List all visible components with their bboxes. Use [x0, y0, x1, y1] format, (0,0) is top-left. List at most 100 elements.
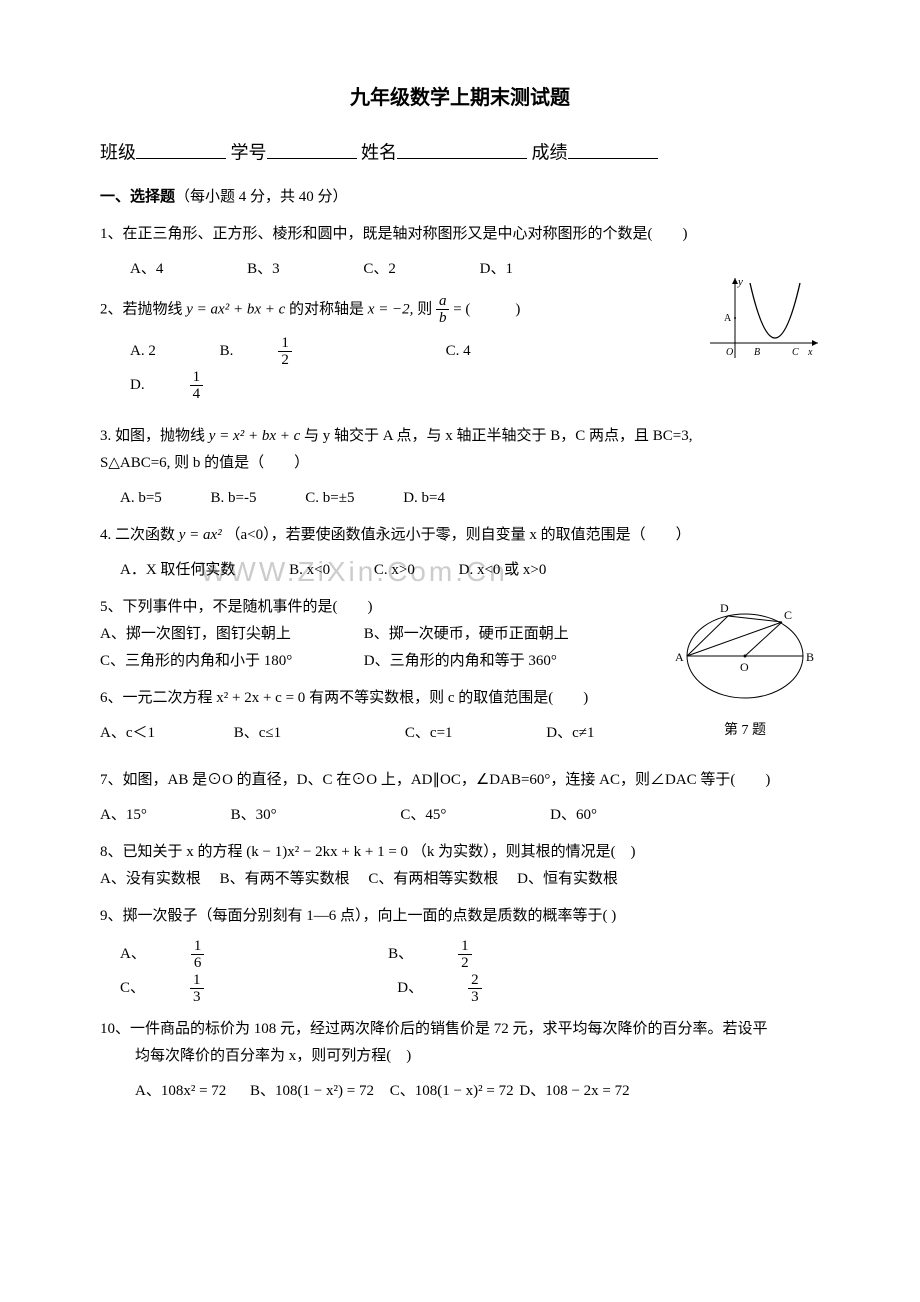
- score-blank[interactable]: [568, 136, 658, 159]
- q3-opt-a: A. b=5: [120, 485, 162, 512]
- q5-text: 5、下列事件中，不是随机事件的是( ): [100, 594, 820, 621]
- q8-post: （k 为实数），则其根的情况是( ): [412, 844, 636, 860]
- q9-c-num: 1: [190, 972, 204, 990]
- q2-end: ( ): [465, 301, 520, 317]
- q9-opt-a: A、 16: [120, 938, 294, 972]
- q9-b-num: 1: [458, 938, 472, 956]
- q6-opt-c: C、c=1: [405, 720, 453, 747]
- q5-row2: C、三角形的内角和小于 180° D、三角形的内角和等于 360°: [100, 648, 820, 675]
- q2-d-pre: D.: [130, 372, 145, 399]
- section-heading: 一、选择题: [100, 189, 175, 205]
- q6-options: A、c＜1 B、c≤1 C、c=1 D、c≠1: [100, 720, 820, 747]
- q3-line2: S△ABC=6, 则 b 的值是（ ）: [100, 450, 820, 477]
- q8-opt-a: A、没有实数根: [100, 871, 201, 887]
- q10-line2: 均每次降价的百分率为 x，则可列方程( ): [135, 1043, 820, 1070]
- q9-c-pre: C、: [120, 975, 145, 1002]
- q8-formula: (k − 1)x² − 2kx + k + 1 = 0: [246, 844, 408, 860]
- question-5: 5、下列事件中，不是随机事件的是( ) A、掷一次图钉，图钉尖朝上 B、掷一次硬…: [100, 594, 820, 675]
- q1-opt-d: D、1: [480, 256, 513, 283]
- q9-a-pre: A、: [120, 941, 146, 968]
- q2-d-den: 4: [190, 386, 204, 403]
- q6-formula: x² + 2x + c = 0: [216, 690, 305, 706]
- q9-b-den: 2: [458, 955, 472, 972]
- q6-opt-a: A、c＜1: [100, 720, 155, 747]
- header-fields: 班级 学号 姓名 成绩: [100, 136, 820, 169]
- q9-opt-b: B、 12: [388, 938, 562, 972]
- q7-opt-a: A、15°: [100, 802, 147, 829]
- q10-opt-c: C、108(1 − x)² = 72: [390, 1083, 514, 1099]
- q1-text: 1、在正三角形、正方形、棱形和圆中，既是轴对称图形又是中心对称图形的个数是( ): [100, 221, 820, 248]
- q10-opt-b: B、108(1 − x²) = 72: [250, 1083, 374, 1099]
- question-10: 10、一件商品的标价为 108 元，经过两次降价后的销售价是 72 元，求平均每…: [100, 1016, 820, 1105]
- q6-opt-b: B、c≤1: [234, 720, 281, 747]
- q6-post: 有两不等实数根，则 c 的取值范围是( ): [309, 690, 588, 706]
- q9-a-num: 1: [191, 938, 205, 956]
- name-label: 姓名: [361, 143, 397, 163]
- question-9: 9、掷一次骰子（每面分别刻有 1—6 点），向上一面的点数是质数的概率等于( )…: [100, 903, 820, 1006]
- id-blank[interactable]: [267, 136, 357, 159]
- q4-opt-b: B. x<0: [289, 557, 330, 584]
- q9-d-pre: D、: [397, 975, 423, 1002]
- q5-opt-c: C、三角形的内角和小于 180°: [100, 648, 360, 675]
- q9-d-den: 3: [468, 989, 482, 1006]
- q3-formula: y = x² + bx + c: [209, 428, 301, 444]
- q2-prefix: 2、若抛物线: [100, 301, 186, 317]
- q2-formula2: x = −2,: [368, 301, 414, 317]
- q5-opt-d: D、三角形的内角和等于 360°: [364, 653, 557, 669]
- q7-text: 7、如图，AB 是⊙O 的直径，D、C 在⊙O 上，AD∥OC，∠DAB=60°…: [100, 767, 820, 794]
- q10-options: A、108x² = 72 B、108(1 − x²) = 72 C、108(1 …: [135, 1078, 820, 1105]
- q4-pre: 4. 二次函数: [100, 527, 179, 543]
- question-2: 2、若抛物线 y = ax² + bx + c 的对称轴是 x = −2, 则 …: [100, 293, 820, 403]
- q2-eq: =: [453, 301, 465, 317]
- q9-opt-c: C、13: [120, 972, 294, 1006]
- q2-after: 则: [417, 301, 432, 317]
- q1-opt-c: C、2: [363, 256, 396, 283]
- q5-row1: A、掷一次图钉，图钉尖朝上 B、掷一次硬币，硬币正面朝上: [100, 621, 820, 648]
- q2-opt-d: D. 14: [130, 369, 293, 403]
- q7-options: A、15° B、30° C、45° D、60°: [100, 802, 820, 829]
- q3-opt-b: B. b=-5: [211, 485, 257, 512]
- question-4: WWW.ZiXin.Com.Cn 4. 二次函数 y = ax² （a<0），若…: [100, 522, 820, 584]
- q1-opt-a: A、4: [130, 256, 163, 283]
- q8-options: A、没有实数根 B、有两不等实数根 C、有两相等实数根 D、恒有实数根: [100, 866, 820, 893]
- q2-mid: 的对称轴是: [289, 301, 368, 317]
- q8-pre: 8、已知关于 x 的方程: [100, 844, 246, 860]
- q3-options: A. b=5 B. b=-5 C. b=±5 D. b=4: [120, 485, 820, 512]
- q2-opt-a: A. 2: [130, 338, 156, 365]
- q2-opt-b: B. 12: [220, 335, 382, 369]
- question-8: 8、已知关于 x 的方程 (k − 1)x² − 2kx + k + 1 = 0…: [100, 839, 820, 893]
- q2-b-pre: B.: [220, 338, 234, 365]
- q6-opt-d: D、c≠1: [546, 720, 594, 747]
- q9-options: A、16 B、 12 C、13 D、 23: [120, 938, 820, 1006]
- q7-opt-b: B、30°: [231, 802, 277, 829]
- score-label: 成绩: [532, 143, 568, 163]
- question-3: 3. 如图，抛物线 y = x² + bx + c 与 y 轴交于 A 点，与 …: [100, 423, 820, 512]
- q10-opt-d: D、108 − 2x = 72: [519, 1083, 629, 1099]
- class-label: 班级: [100, 143, 136, 163]
- page-title: 九年级数学上期末测试题: [100, 80, 820, 116]
- question-7: 7、如图，AB 是⊙O 的直径，D、C 在⊙O 上，AD∥OC，∠DAB=60°…: [100, 767, 820, 829]
- section-note: （每小题 4 分，共 40 分）: [175, 189, 348, 205]
- q9-b-pre: B、: [388, 941, 413, 968]
- q4-opt-a: A．X 取任何实数: [120, 557, 235, 584]
- q3-post: 与 y 轴交于 A 点，与 x 轴正半轴交于 B，C 两点，且 BC=3,: [304, 428, 693, 444]
- q4-post: （a<0），若要使函数值永远小于零，则自变量 x 的取值范围是（ ）: [225, 527, 690, 543]
- q9-d-num: 2: [468, 972, 482, 990]
- q1-options: A、4 B、3 C、2 D、1: [130, 256, 820, 283]
- q5-opt-a: A、掷一次图钉，图钉尖朝上: [100, 621, 360, 648]
- q2-b-den: 2: [278, 352, 292, 369]
- q3-opt-d: D. b=4: [403, 485, 445, 512]
- q9-text: 9、掷一次骰子（每面分别刻有 1—6 点），向上一面的点数是质数的概率等于( ): [100, 903, 820, 930]
- class-blank[interactable]: [136, 136, 226, 159]
- q4-options: A．X 取任何实数 B. x<0 C. x>0 D. x<0 或 x>0: [120, 557, 820, 584]
- q8-opt-d: D、恒有实数根: [517, 871, 618, 887]
- q9-opt-d: D、 23: [397, 972, 571, 1006]
- question-1: 1、在正三角形、正方形、棱形和圆中，既是轴对称图形又是中心对称图形的个数是( )…: [100, 221, 820, 283]
- q9-a-den: 6: [191, 955, 205, 972]
- q5-opt-b: B、掷一次硬币，硬币正面朝上: [364, 626, 569, 642]
- q7-opt-c: C、45°: [400, 802, 446, 829]
- name-blank[interactable]: [397, 136, 527, 159]
- section-1-header: 一、选择题（每小题 4 分，共 40 分）: [100, 184, 820, 211]
- q2-d-num: 1: [190, 369, 204, 387]
- id-label: 学号: [231, 143, 267, 163]
